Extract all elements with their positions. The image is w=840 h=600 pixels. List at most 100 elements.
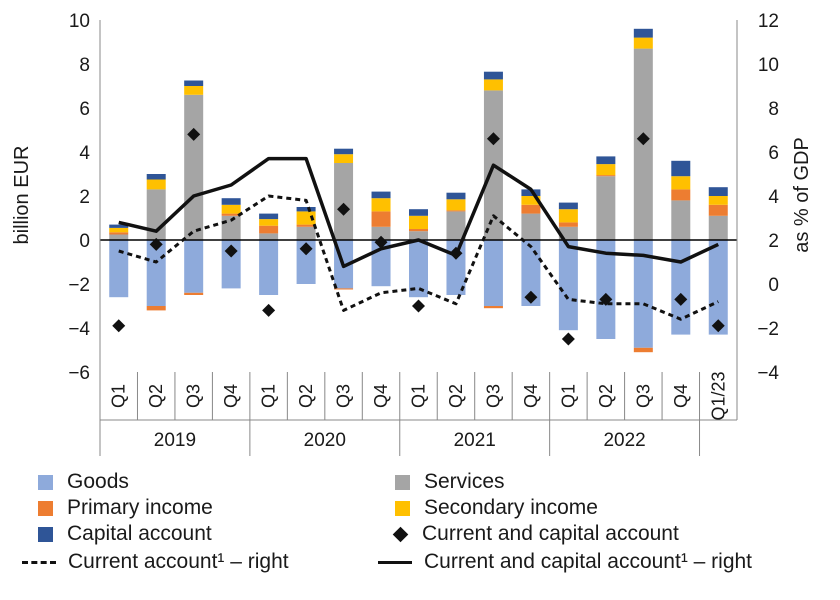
legend-item-services: Services	[395, 469, 505, 495]
category-label: Q1/23	[708, 371, 728, 420]
bar-capital-account	[596, 156, 616, 165]
bar-secondary-income	[633, 37, 653, 49]
year-label: 2020	[304, 430, 346, 451]
category-label: Q2	[596, 384, 616, 408]
bar-primary-income	[371, 211, 391, 227]
bar-services	[708, 215, 728, 240]
bar-secondary-income	[184, 86, 204, 95]
legend-item-current-account-right: Current account¹ – right	[22, 549, 289, 575]
bar-capital-account	[296, 207, 316, 212]
bar-secondary-income	[334, 154, 354, 163]
y-tick-left-label: −4	[68, 319, 90, 340]
bar-goods	[633, 240, 653, 348]
bar-primary-income	[334, 288, 354, 290]
bar-secondary-income	[596, 164, 616, 176]
bar-primary-income	[446, 210, 466, 212]
bar-goods	[521, 240, 541, 306]
marker-current-and-capital	[636, 132, 650, 146]
y-tick-left-label: 2	[79, 187, 90, 208]
bar-primary-income	[146, 306, 166, 311]
marker-current-and-capital	[561, 332, 575, 346]
bar-capital-account	[334, 148, 354, 155]
bar-primary-income	[221, 213, 241, 216]
y-tick-right-label: 4	[768, 187, 779, 208]
bar-capital-account	[109, 224, 129, 228]
y-tick-right-label: 8	[768, 99, 779, 120]
bar-services	[109, 234, 129, 240]
bar-goods	[109, 240, 129, 298]
bar-secondary-income	[146, 179, 166, 190]
bar-capital-account	[671, 160, 691, 177]
category-label: Q3	[633, 384, 653, 408]
y-tick-left-label: 8	[79, 55, 90, 76]
bar-services	[334, 163, 354, 240]
bar-goods	[259, 240, 279, 295]
bar-capital-account	[259, 213, 279, 220]
y-axis-left-title: billion EUR	[11, 146, 33, 245]
marker-current-and-capital	[412, 299, 425, 313]
marker-current-and-capital	[187, 127, 201, 141]
capital-account-swatch	[38, 526, 53, 542]
bar-goods	[596, 240, 616, 339]
marker-current-and-capital	[674, 292, 688, 306]
bar-secondary-income	[483, 79, 503, 91]
marker-current-and-capital	[374, 235, 388, 249]
legend-item-current-and-capital-right: Current and capital account¹ – right	[378, 549, 752, 575]
bar-primary-income	[708, 204, 728, 216]
bar-goods	[671, 240, 691, 335]
bar-capital-account	[521, 189, 541, 196]
year-label: 2019	[154, 430, 196, 451]
marker-current-and-capital	[599, 292, 613, 306]
bar-goods	[558, 240, 578, 331]
category-label: Q1	[558, 384, 578, 408]
legend-item-primary-income: Primary income	[38, 495, 213, 521]
y-tick-right-label: 0	[768, 275, 779, 296]
axes: 10 8 6 4 2 0 −2 −4 −6 12 10 8 6 4 2 0 −2 −4 Q1 Q2 Q3 Q4 Q1 Q2 Q3…	[68, 11, 779, 456]
y-tick-right-label: 12	[758, 11, 779, 32]
category-label: Q1	[259, 384, 279, 408]
bar-primary-income	[521, 204, 541, 214]
category-label: Q3	[334, 384, 354, 408]
marker-current-and-capital	[449, 246, 463, 260]
year-label: 2022	[603, 430, 645, 451]
bar-secondary-income	[296, 211, 316, 225]
bar-capital-account	[146, 174, 166, 180]
primary-income-swatch	[38, 500, 53, 516]
secondary-income-swatch	[395, 500, 410, 516]
marker-current-and-capital	[112, 319, 126, 333]
bar-primary-income	[184, 292, 204, 295]
bar-capital-account	[708, 187, 728, 196]
line-current-account-right	[118, 194, 719, 321]
bar-goods	[296, 240, 316, 284]
bar-secondary-income	[259, 219, 279, 226]
bar-services	[521, 213, 541, 240]
y-tick-left-label: 10	[69, 11, 90, 32]
bar-secondary-income	[109, 227, 129, 233]
diamond-marker-icon	[392, 526, 409, 542]
bar-secondary-income	[708, 196, 728, 205]
marker-current-and-capital	[337, 202, 351, 216]
category-label: Q3	[483, 384, 503, 408]
y-tick-right-label: 2	[768, 231, 779, 252]
bar-services	[596, 176, 616, 240]
bar-capital-account	[446, 192, 466, 200]
y-tick-right-label: 6	[768, 143, 779, 164]
bar-goods	[409, 240, 428, 298]
bar-secondary-income	[671, 176, 691, 190]
marker-series	[112, 127, 725, 346]
bar-primary-income	[296, 224, 316, 227]
bar-capital-account	[483, 71, 503, 80]
bar-primary-income	[109, 232, 129, 235]
bar-primary-income	[633, 347, 653, 353]
line-current-and-capital-account-right	[118, 156, 720, 269]
bar-capital-account	[221, 198, 241, 205]
category-label: Q4	[221, 384, 241, 408]
category-label: Q2	[146, 384, 166, 408]
marker-current-and-capital	[486, 132, 500, 146]
bar-services	[371, 226, 391, 240]
bar-services	[296, 226, 316, 240]
y-tick-right-label: 10	[758, 55, 779, 76]
bar-secondary-income	[446, 199, 466, 211]
marker-current-and-capital	[524, 290, 538, 304]
bar-services	[409, 231, 428, 240]
